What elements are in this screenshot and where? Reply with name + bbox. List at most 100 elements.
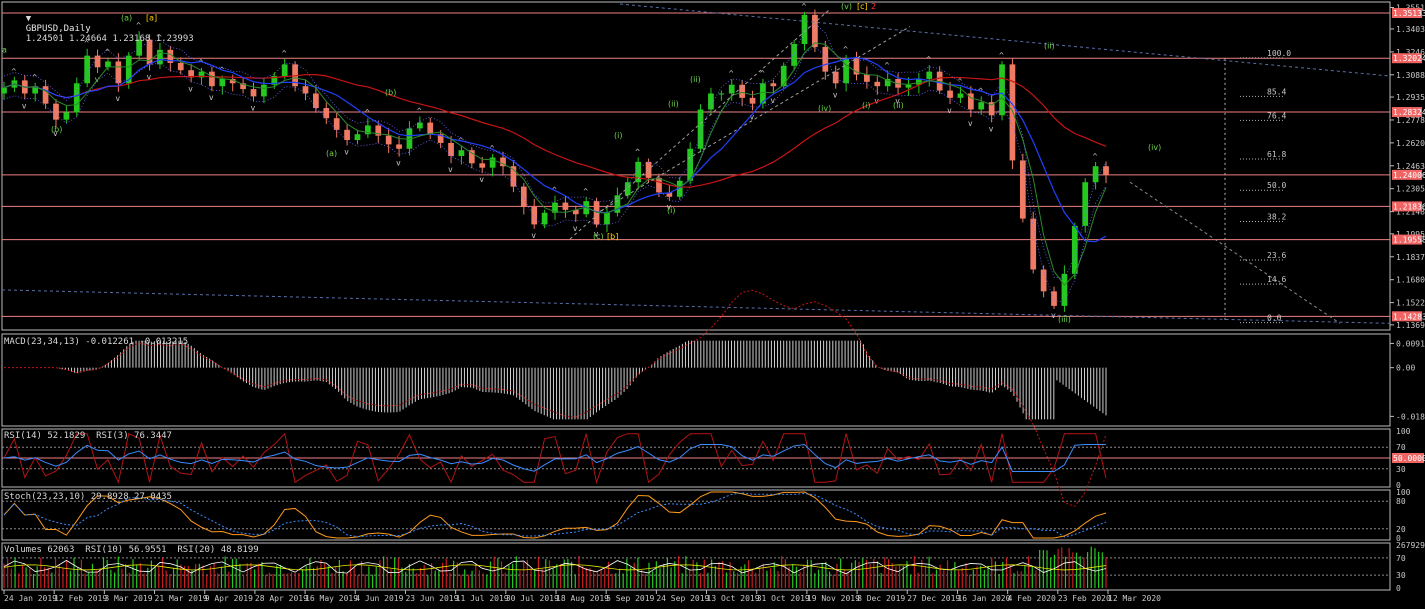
candle-body (271, 76, 278, 85)
fibonacci-level-label: 0.0 (1267, 314, 1282, 323)
candle-body (510, 166, 517, 187)
fibonacci-level-label: 23.6 (1267, 251, 1286, 260)
price-tick-label: 1.15225 (1396, 299, 1425, 308)
fractal-up-marker: ^ (282, 49, 287, 58)
candle-body (323, 108, 330, 119)
moving-average-fast-line (3, 42, 1107, 286)
fractal-down-marker: v (251, 104, 256, 113)
candle-body (728, 84, 735, 94)
candle-body (42, 86, 49, 104)
price-tick-label: 1.30885 (1396, 71, 1425, 80)
candle-body (916, 78, 922, 85)
time-axis-label: 21 Mar 2019 (155, 594, 208, 603)
candle-body (219, 78, 226, 87)
stoch-tick-label: 0 (1396, 534, 1401, 543)
fractal-up-marker: ^ (365, 108, 370, 117)
time-axis-label: 3 Mar 2019 (104, 594, 152, 603)
time-axis-label: 16 May 2019 (305, 594, 358, 603)
candle-body (1019, 160, 1026, 219)
candle-body (177, 62, 184, 71)
candle-body (635, 161, 642, 183)
candle-body (32, 86, 39, 94)
price-tick-label: 1.19950 (1396, 230, 1425, 239)
fractal-up-marker: ^ (957, 77, 962, 86)
candle-body (1030, 218, 1037, 270)
time-axis-label: 4 Feb 2020 (1008, 594, 1056, 603)
fractal-down-marker: v (573, 224, 578, 233)
volumes-tick-label: 0 (1396, 584, 1401, 593)
candle-body (146, 39, 153, 65)
rsi-title: RSI(14) 52.1829 RSI(3) 76.3447 (4, 431, 172, 441)
fractal-down-marker: v (947, 106, 952, 115)
fractal-down-marker: v (666, 202, 671, 211)
symbol-label: GBPUSD,Daily (25, 24, 91, 34)
fibonacci-level-label: 38.2 (1267, 213, 1286, 222)
candle-body (354, 134, 361, 141)
price-tick-label: 1.21480 (1396, 208, 1425, 217)
candle-body (988, 102, 995, 116)
level-price-tag (1392, 7, 1422, 18)
fractal-down-marker: v (479, 175, 484, 184)
candle-body (157, 49, 163, 65)
fractal-down-marker: v (53, 129, 58, 138)
rsi-tick-label: 30 (1396, 465, 1406, 474)
price-tick-label: 1.18375 (1396, 253, 1425, 262)
candle-body (1071, 225, 1078, 274)
stoch-tick-label: 20 (1396, 525, 1406, 534)
wave-label: a (2, 46, 7, 55)
candle-body (614, 195, 621, 213)
rsi-highlight-tag (1392, 453, 1424, 463)
fractal-up-marker: ^ (802, 2, 807, 11)
volume-rsi20-line (3, 564, 1107, 571)
channel-line-upper (569, 8, 831, 240)
ohlc-readout: 1.24501 1.24664 1.23168 1.23993 (25, 34, 194, 44)
time-axis-label: 31 Oct 2019 (757, 594, 810, 603)
time-axis-label: 24 Sep 2019 (656, 594, 709, 603)
fractal-down-marker: v (188, 84, 193, 93)
candle-body (209, 71, 215, 87)
rsi-fast-line (3, 432, 1107, 485)
wave-label: (a) (121, 14, 132, 23)
candle-body (832, 71, 839, 84)
volumes-title: Volumes 62063 RSI(10) 56.9551 RSI(20) 48… (4, 545, 259, 555)
candle-body (791, 44, 797, 66)
candle-body (115, 61, 122, 84)
candle-body (1, 87, 7, 94)
fractal-up-marker: ^ (11, 67, 16, 76)
moving-average-mid-line (3, 56, 1107, 243)
fractal-down-marker: v (448, 165, 453, 174)
wave-label: (ii) (1044, 41, 1055, 50)
candle-body (1082, 182, 1089, 226)
volumes-tick-label: 70 (1396, 554, 1406, 563)
time-axis-label: 16 Jan 2020 (957, 594, 1010, 603)
volumes-tick-label: 267929 (1396, 541, 1425, 550)
candle-body (427, 122, 434, 135)
dropdown-triangle-icon[interactable]: ▼ (25, 14, 32, 24)
candle-body (520, 186, 527, 207)
candle-body (604, 212, 610, 225)
candle-body (489, 157, 496, 168)
wave-label: [b] (607, 232, 618, 241)
candle-body (687, 148, 694, 181)
stoch-tick-label: 80 (1396, 497, 1406, 506)
time-axis-label: 13 Oct 2019 (707, 594, 760, 603)
candle-body (261, 84, 267, 97)
candle-body (822, 46, 829, 72)
candle-body (905, 84, 912, 88)
candle-body (552, 202, 558, 213)
candle-body (250, 89, 257, 97)
level-price-label: 1.21836 (1393, 202, 1425, 211)
fractal-up-marker: ^ (84, 39, 89, 48)
candle-body (416, 122, 423, 129)
candle-body (656, 177, 662, 193)
candle-body (666, 192, 673, 197)
candle-body (240, 83, 246, 90)
fractal-down-marker: v (396, 159, 401, 168)
macd-signal-line (4, 289, 1107, 507)
price-tick-label: 1.29355 (1396, 93, 1425, 102)
fractal-up-marker: ^ (583, 187, 588, 196)
fractal-down-marker: v (115, 94, 120, 103)
wave-label: (iv) (1148, 143, 1161, 152)
